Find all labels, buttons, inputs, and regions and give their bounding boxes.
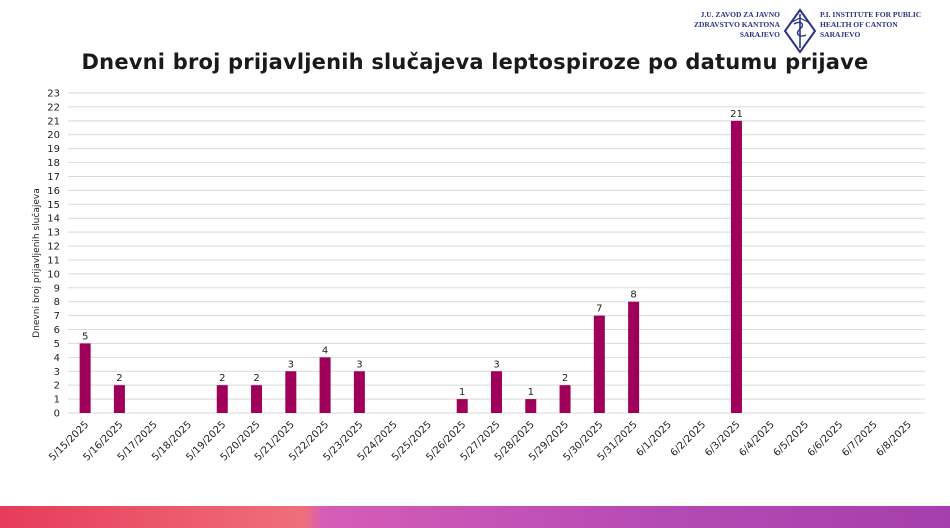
bottom-decorative-band bbox=[0, 506, 950, 528]
y-tick-label: 2 bbox=[54, 381, 60, 392]
bar bbox=[628, 301, 640, 413]
bar bbox=[491, 371, 502, 413]
bar bbox=[353, 371, 365, 413]
bar bbox=[559, 385, 571, 413]
data-label: 2 bbox=[116, 373, 122, 384]
y-tick-label: 1 bbox=[54, 395, 60, 406]
x-tick-label: 6/2/2025 bbox=[669, 419, 709, 459]
data-label: 2 bbox=[562, 373, 568, 384]
y-tick-label: 4 bbox=[54, 353, 60, 364]
data-label: 3 bbox=[493, 359, 499, 370]
data-label: 2 bbox=[253, 373, 259, 384]
y-tick-label: 8 bbox=[54, 297, 60, 308]
bar bbox=[251, 385, 263, 413]
y-tick-label: 17 bbox=[47, 172, 60, 183]
y-tick-label: 23 bbox=[47, 89, 60, 100]
y-tick-label: 21 bbox=[47, 116, 60, 127]
y-tick-label: 6 bbox=[54, 325, 60, 336]
y-tick-label: 10 bbox=[47, 269, 60, 280]
data-label: 8 bbox=[630, 290, 636, 301]
y-tick-label: 12 bbox=[47, 242, 60, 253]
data-label: 3 bbox=[288, 359, 294, 370]
y-tick-label: 0 bbox=[54, 409, 60, 420]
chart-title: Dnevni broj prijavljenih slučajeva lepto… bbox=[81, 50, 869, 74]
y-tick-label: 9 bbox=[54, 283, 60, 294]
y-tick-label: 18 bbox=[47, 158, 60, 169]
y-tick-label: 5 bbox=[54, 339, 60, 350]
data-label: 1 bbox=[459, 387, 465, 398]
institute-logo: J.U. ZAVOD ZA JAVNO ZDRAVSTVO KANTONA SA… bbox=[660, 8, 940, 54]
y-tick-label: 16 bbox=[47, 186, 60, 197]
bar bbox=[593, 315, 605, 413]
x-tick-label: 6/4/2025 bbox=[737, 419, 777, 459]
bar bbox=[113, 385, 125, 413]
data-label: 5 bbox=[82, 331, 88, 342]
y-tick-label: 11 bbox=[47, 255, 60, 266]
logo-text-english: P.I. INSTITUTE FOR PUBLIC HEALTH OF CANT… bbox=[820, 10, 922, 39]
data-label: 1 bbox=[528, 387, 534, 398]
logo-text-local: J.U. ZAVOD ZA JAVNO ZDRAVSTVO KANTONA SA… bbox=[693, 10, 780, 39]
x-tick-label: 6/7/2025 bbox=[840, 419, 880, 459]
bar bbox=[79, 343, 91, 413]
x-tick-label: 6/8/2025 bbox=[874, 419, 914, 459]
y-tick-label: 20 bbox=[47, 130, 60, 141]
y-tick-label: 22 bbox=[47, 102, 60, 113]
y-tick-label: 7 bbox=[54, 311, 60, 322]
bar bbox=[730, 120, 742, 414]
y-tick-label: 3 bbox=[54, 367, 60, 378]
x-tick-label: 6/6/2025 bbox=[806, 419, 846, 459]
y-tick-label: 15 bbox=[47, 200, 60, 211]
data-label: 7 bbox=[596, 304, 602, 315]
x-tick-label: 6/5/2025 bbox=[772, 419, 812, 459]
data-label: 2 bbox=[219, 373, 225, 384]
y-tick-label: 14 bbox=[47, 214, 60, 225]
y-tick-label: 19 bbox=[47, 144, 60, 155]
x-tick-label: 6/3/2025 bbox=[703, 419, 743, 459]
bar bbox=[456, 399, 468, 413]
caduceus-emblem-icon bbox=[783, 8, 817, 54]
data-label: 3 bbox=[356, 359, 362, 370]
data-label: 21 bbox=[730, 109, 743, 120]
bar bbox=[216, 385, 228, 413]
data-label: 4 bbox=[322, 345, 328, 356]
x-tick-label: 6/1/2025 bbox=[634, 419, 674, 459]
bar bbox=[525, 399, 537, 413]
y-tick-label: 13 bbox=[47, 228, 60, 239]
bar bbox=[285, 371, 297, 413]
bar bbox=[319, 357, 331, 413]
